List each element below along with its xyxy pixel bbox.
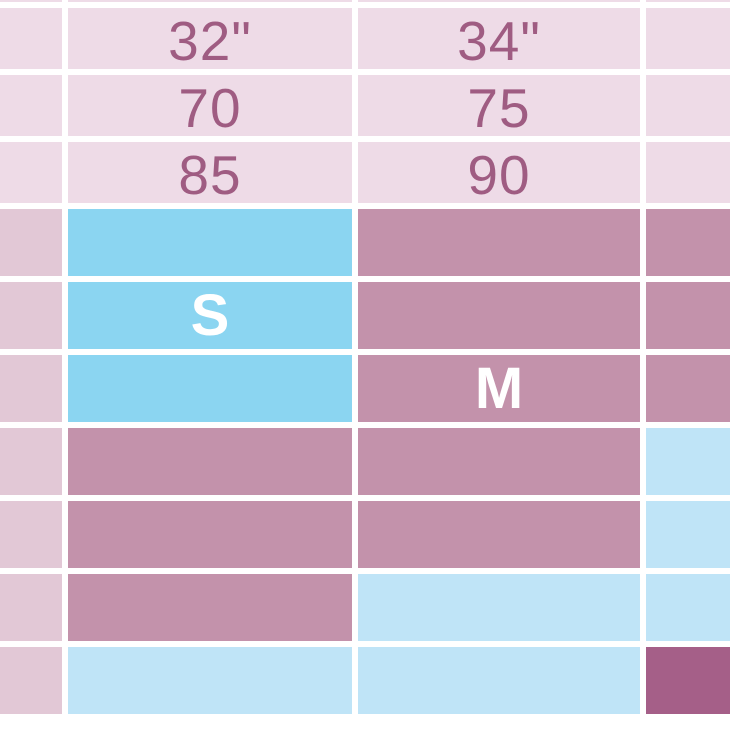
cell-body-row-1-col0 bbox=[0, 209, 62, 276]
cell-body-row-1-col2 bbox=[358, 209, 640, 276]
cell-top-sliver-col0 bbox=[0, 0, 62, 2]
cell-body-row-5-col3 bbox=[646, 501, 730, 568]
cell-bust-cm-col3 bbox=[646, 142, 730, 203]
body-row-3-label-col2: M bbox=[474, 356, 524, 421]
cell-body-row-4-col2 bbox=[358, 428, 640, 495]
cell-body-row-1-col3 bbox=[646, 209, 730, 276]
cell-body-row-2-col0 bbox=[0, 282, 62, 349]
cell-bust-cm-col0 bbox=[0, 142, 62, 203]
cell-body-row-2-col2 bbox=[358, 282, 640, 349]
cell-body-row-4-col3 bbox=[646, 428, 730, 495]
cell-body-row-7-col0 bbox=[0, 647, 62, 714]
cell-body-row-3-col3 bbox=[646, 355, 730, 422]
cell-body-row-2-col1: S bbox=[68, 282, 352, 349]
cell-body-row-2-col3 bbox=[646, 282, 730, 349]
cell-body-row-3-col2: M bbox=[358, 355, 640, 422]
cell-bust-inches-col2: 34" bbox=[358, 8, 640, 69]
bust-cm-label-col1: 85 bbox=[178, 143, 242, 204]
band-number-label-col2: 75 bbox=[467, 76, 531, 137]
cell-body-row-5-col0 bbox=[0, 501, 62, 568]
cell-top-sliver-col3 bbox=[646, 0, 730, 2]
cell-bust-inches-col1: 32" bbox=[68, 8, 352, 69]
cell-body-row-6-col1 bbox=[68, 574, 352, 641]
cell-band-number-col3 bbox=[646, 75, 730, 136]
cell-band-number-col1: 70 bbox=[68, 75, 352, 136]
cell-body-row-4-col1 bbox=[68, 428, 352, 495]
cell-body-row-4-col0 bbox=[0, 428, 62, 495]
cell-body-row-3-col1 bbox=[68, 355, 352, 422]
cell-top-sliver-col2 bbox=[358, 0, 640, 2]
bust-inches-label-col1: 32" bbox=[168, 9, 252, 70]
cell-bust-inches-col3 bbox=[646, 8, 730, 69]
cell-band-number-col0 bbox=[0, 75, 62, 136]
cell-body-row-7-col2 bbox=[358, 647, 640, 714]
bust-inches-label-col2: 34" bbox=[457, 9, 541, 70]
size-grid: 32" 34" 70 75 85 90 S M bbox=[0, 0, 730, 714]
cell-band-number-col2: 75 bbox=[358, 75, 640, 136]
cell-bust-cm-col2: 90 bbox=[358, 142, 640, 203]
cell-body-row-6-col0 bbox=[0, 574, 62, 641]
cell-bust-inches-col0 bbox=[0, 8, 62, 69]
cell-body-row-1-col1 bbox=[68, 209, 352, 276]
cell-body-row-5-col1 bbox=[68, 501, 352, 568]
body-row-2-label-col1: S bbox=[190, 283, 230, 348]
cell-body-row-5-col2 bbox=[358, 501, 640, 568]
cell-top-sliver-col1 bbox=[68, 0, 352, 2]
cell-body-row-6-col2 bbox=[358, 574, 640, 641]
cell-body-row-7-col1 bbox=[68, 647, 352, 714]
cell-body-row-3-col0 bbox=[0, 355, 62, 422]
cell-body-row-6-col3 bbox=[646, 574, 730, 641]
bust-cm-label-col2: 90 bbox=[467, 143, 531, 204]
cell-body-row-7-col3 bbox=[646, 647, 730, 714]
cell-bust-cm-col1: 85 bbox=[68, 142, 352, 203]
band-number-label-col1: 70 bbox=[178, 76, 242, 137]
